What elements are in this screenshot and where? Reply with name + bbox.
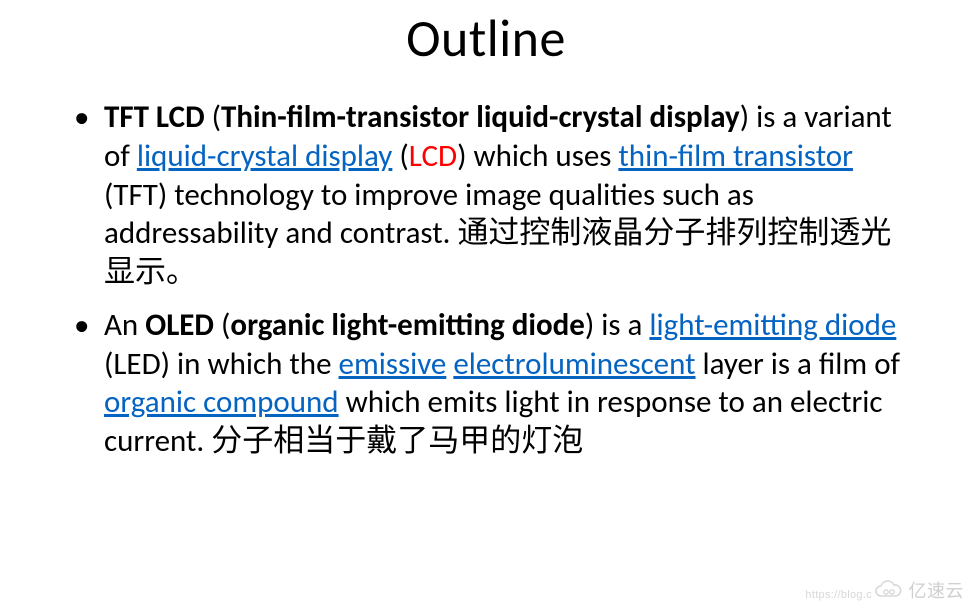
cloud-icon [873, 580, 903, 600]
watermark: 亿速云 [873, 577, 965, 603]
hyperlink[interactable]: light-emitting diode [649, 306, 896, 344]
watermark-url: https://blog.c [805, 589, 872, 601]
text-run: ) is a [585, 306, 650, 344]
hyperlink[interactable]: emissive [339, 345, 447, 383]
bullet-item: TFT LCD (Thin-film-transistor liquid-cry… [70, 98, 902, 292]
text-run: An [104, 306, 145, 344]
text-run: ( [205, 98, 221, 136]
text-run: 分子相当于戴了马甲的灯泡 [211, 423, 583, 458]
watermark-text: 亿速云 [909, 577, 965, 603]
text-run: ( [214, 306, 230, 344]
text-run: OLED [145, 306, 214, 344]
hyperlink[interactable]: liquid-crystal display [137, 137, 393, 175]
hyperlink[interactable]: electroluminescent [453, 345, 695, 383]
text-run: Thin-film-transistor liquid-crystal disp… [221, 98, 740, 136]
hyperlink[interactable]: thin-film transistor [618, 137, 853, 175]
slide: Outline TFT LCD (Thin-film-transistor li… [0, 6, 972, 603]
text-run: (LED) in which the [104, 345, 339, 383]
hyperlink[interactable]: organic compound [104, 383, 339, 421]
text-run: LCD [409, 137, 457, 175]
text-run: ) which uses [457, 137, 618, 175]
bullet-list: TFT LCD (Thin-film-transistor liquid-cry… [70, 98, 902, 461]
text-run: layer is a film of [696, 345, 901, 383]
text-run: TFT LCD [104, 98, 205, 136]
text-run: ( [392, 137, 408, 175]
slide-title: Outline [70, 6, 902, 70]
bullet-item: An OLED (organic light-emitting diode) i… [70, 306, 902, 461]
text-run: organic light-emitting diode [230, 306, 584, 344]
